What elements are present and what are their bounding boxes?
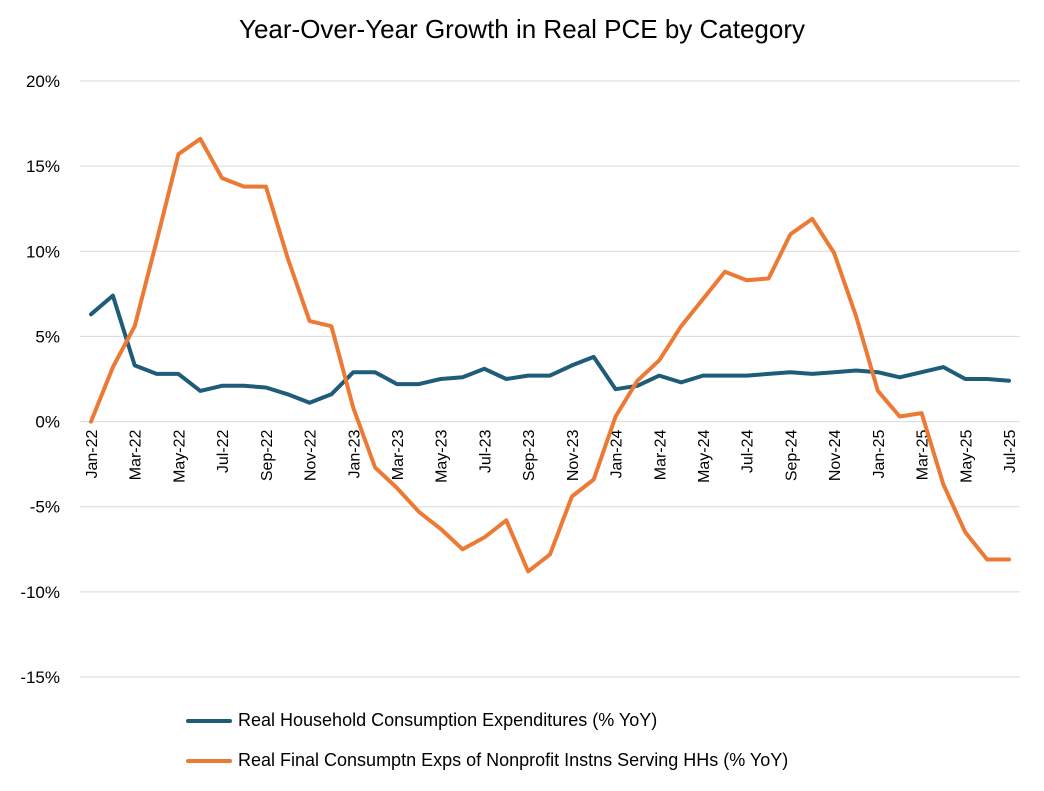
x-axis-tick-labels: Jan-22 Mar-22 May-22 Jul-22 Sep-22 Nov-22 Jan-…: [84, 429, 1019, 482]
x-tick-label: Nov-24: [827, 429, 844, 481]
y-tick-label: 20%: [26, 72, 60, 91]
legend-item-nonprofit: Real Final Consumptn Exps of Nonprofit I…: [186, 750, 788, 771]
x-tick-label: May-23: [434, 429, 451, 482]
x-tick-label: May-22: [171, 429, 188, 482]
x-tick-label: Jul-23: [477, 429, 494, 473]
legend-item-household: Real Household Consumption Expenditures …: [186, 710, 657, 731]
y-tick-label: 15%: [26, 157, 60, 176]
legend-label-household: Real Household Consumption Expenditures …: [238, 710, 658, 730]
y-tick-label: -10%: [20, 583, 60, 602]
series-line-household: [89, 293, 1011, 405]
series-line-nonprofit: [89, 136, 1011, 574]
gridlines: [80, 80, 1020, 678]
y-axis-tick-labels: 20% 15% 10% 5% 0% -5% -10% -15%: [20, 72, 60, 687]
legend-swatch-household: [186, 718, 232, 723]
y-tick-label: -5%: [30, 498, 60, 517]
x-tick-label: Sep-24: [783, 429, 800, 481]
chart-title: Year-Over-Year Growth in Real PCE by Cat…: [239, 14, 805, 44]
y-tick-label: 0%: [35, 413, 60, 432]
x-tick-label: Sep-22: [259, 429, 276, 481]
x-tick-label: May-25: [958, 429, 975, 482]
y-tick-label: -15%: [20, 668, 60, 687]
x-tick-label: Jul-25: [1002, 429, 1019, 473]
y-tick-label: 5%: [35, 327, 60, 346]
legend-label-nonprofit: Real Final Consumptn Exps of Nonprofit I…: [238, 750, 789, 770]
x-tick-label: Nov-23: [565, 429, 582, 481]
x-tick-label: Jan-22: [84, 429, 101, 478]
x-tick-label: Jan-23: [346, 429, 363, 478]
legend-swatch-nonprofit: [186, 758, 232, 763]
x-tick-label: Jan-25: [871, 429, 888, 478]
x-tick-label: Mar-22: [128, 429, 145, 480]
x-tick-label: Mar-25: [915, 429, 932, 480]
x-tick-label: May-24: [696, 429, 713, 482]
x-tick-label: Mar-24: [652, 429, 669, 480]
x-tick-label: Jan-24: [609, 429, 626, 478]
x-tick-label: Jul-22: [215, 429, 232, 473]
x-tick-label: Mar-23: [390, 429, 407, 480]
x-tick-label: Jul-24: [740, 429, 757, 473]
series-lines: [89, 136, 1011, 574]
y-tick-label: 10%: [26, 242, 60, 261]
x-tick-label: Nov-22: [303, 429, 320, 481]
x-tick-label: Sep-23: [521, 429, 538, 481]
